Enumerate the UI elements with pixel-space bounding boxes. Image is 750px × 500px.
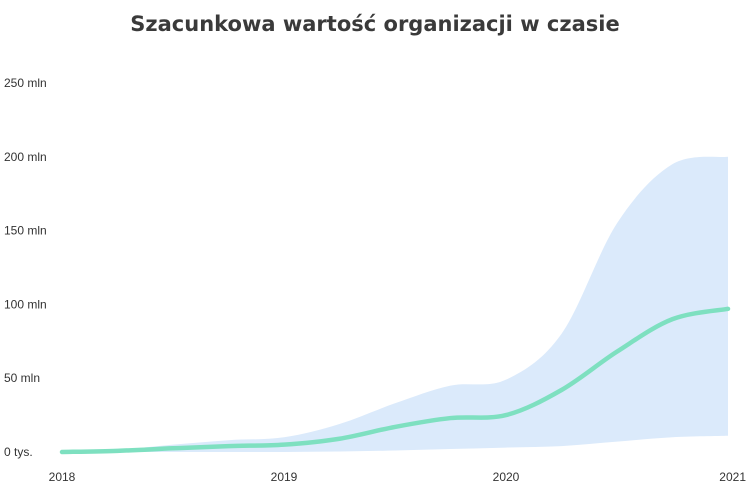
y-tick-label: 50 mln bbox=[4, 371, 40, 385]
y-tick-label: 100 mln bbox=[4, 297, 47, 311]
y-axis-ticks: 0 tys. 50 mln 100 mln 150 mln 200 mln 250 mln bbox=[4, 76, 47, 459]
y-tick-label: 250 mln bbox=[4, 76, 47, 90]
y-tick-label: 200 mln bbox=[4, 150, 47, 164]
x-axis-ticks: 2018 2019 2020 2021 bbox=[49, 470, 747, 484]
x-tick-label: 2019 bbox=[271, 470, 298, 484]
confidence-band bbox=[62, 156, 728, 453]
x-tick-label: 2018 bbox=[49, 470, 76, 484]
y-tick-label: 0 tys. bbox=[4, 445, 33, 459]
estimate-line bbox=[59, 306, 731, 455]
y-tick-label: 150 mln bbox=[4, 224, 47, 238]
x-tick-label: 2020 bbox=[493, 470, 520, 484]
chart-title: Szacunkowa wartość organizacji w czasie bbox=[130, 12, 620, 36]
x-tick-label: 2021 bbox=[719, 470, 746, 484]
